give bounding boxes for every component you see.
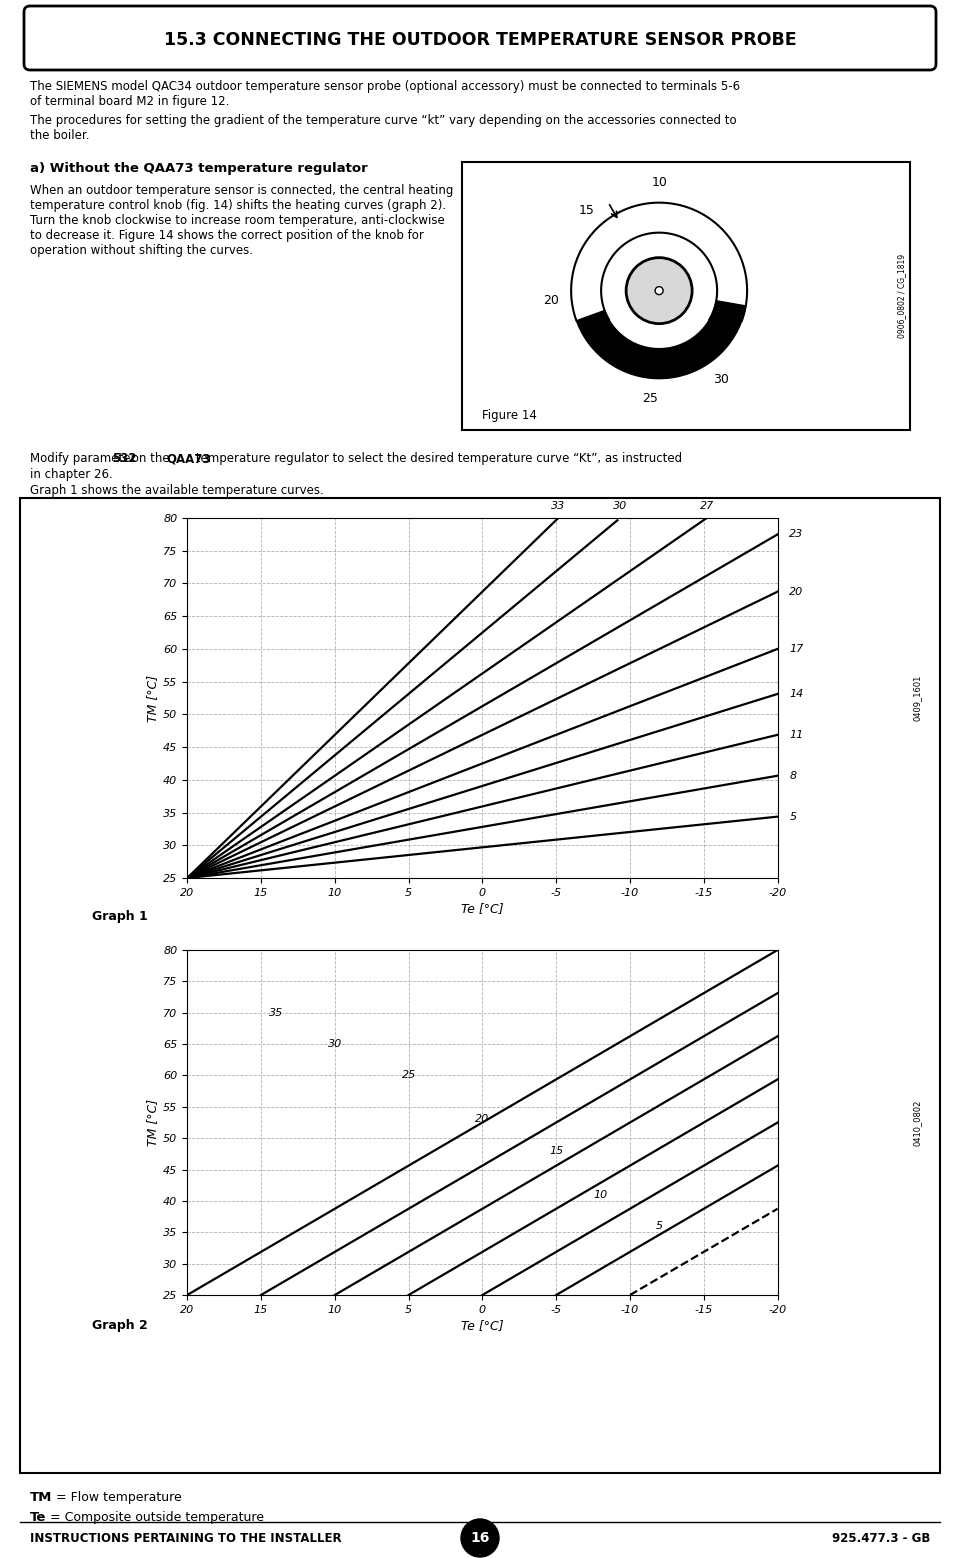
Text: Graph 1: Graph 1 bbox=[92, 910, 148, 922]
X-axis label: Te [°C]: Te [°C] bbox=[461, 902, 504, 915]
Text: 35: 35 bbox=[269, 1008, 283, 1017]
Text: 20: 20 bbox=[789, 587, 804, 597]
Text: = Composite outside temperature: = Composite outside temperature bbox=[46, 1511, 264, 1524]
Text: The procedures for setting the gradient of the temperature curve “kt” vary depen: The procedures for setting the gradient … bbox=[30, 114, 736, 142]
Text: 5: 5 bbox=[656, 1221, 663, 1231]
Text: 15: 15 bbox=[549, 1145, 564, 1156]
Text: 25: 25 bbox=[642, 391, 658, 405]
Text: 0906_0802 / CG_1819: 0906_0802 / CG_1819 bbox=[898, 254, 906, 338]
Text: on the: on the bbox=[128, 452, 173, 464]
Text: 30: 30 bbox=[613, 502, 627, 511]
FancyBboxPatch shape bbox=[20, 499, 940, 1472]
Y-axis label: TM [°C]: TM [°C] bbox=[146, 1098, 159, 1147]
Text: 5: 5 bbox=[789, 812, 797, 821]
Text: 0410_0802: 0410_0802 bbox=[912, 1100, 922, 1145]
Y-axis label: TM [°C]: TM [°C] bbox=[146, 675, 159, 721]
Text: QAA73: QAA73 bbox=[166, 452, 211, 464]
X-axis label: Te [°C]: Te [°C] bbox=[461, 1320, 504, 1332]
Text: 14: 14 bbox=[789, 689, 804, 700]
Text: 11: 11 bbox=[789, 729, 804, 740]
Text: temperature regulator to select the desired temperature curve “Kt”, as instructe: temperature regulator to select the desi… bbox=[192, 452, 683, 464]
Text: 20: 20 bbox=[543, 293, 560, 307]
Text: Graph 2: Graph 2 bbox=[92, 1318, 148, 1332]
Text: 33: 33 bbox=[551, 502, 565, 511]
Text: 532: 532 bbox=[112, 452, 137, 464]
Text: TM: TM bbox=[30, 1491, 53, 1503]
Text: 20: 20 bbox=[475, 1114, 490, 1125]
Circle shape bbox=[655, 287, 663, 294]
Text: Graph 1 shows the available temperature curves.: Graph 1 shows the available temperature … bbox=[30, 485, 324, 497]
Text: 30: 30 bbox=[713, 372, 729, 386]
Text: 17: 17 bbox=[789, 643, 804, 654]
Text: Figure 14: Figure 14 bbox=[482, 408, 537, 422]
Text: 10: 10 bbox=[593, 1190, 608, 1200]
Text: a) Without the QAA73 temperature regulator: a) Without the QAA73 temperature regulat… bbox=[30, 162, 368, 174]
Text: 8: 8 bbox=[789, 771, 797, 781]
Text: 25: 25 bbox=[401, 1070, 416, 1080]
Circle shape bbox=[461, 1519, 499, 1556]
Circle shape bbox=[626, 257, 692, 324]
Text: Te: Te bbox=[30, 1511, 46, 1524]
Text: = Flow temperature: = Flow temperature bbox=[52, 1491, 181, 1503]
Text: 23: 23 bbox=[789, 530, 804, 539]
Text: INSTRUCTIONS PERTAINING TO THE INSTALLER: INSTRUCTIONS PERTAINING TO THE INSTALLER bbox=[30, 1532, 342, 1544]
Text: 27: 27 bbox=[700, 502, 714, 511]
Text: 30: 30 bbox=[327, 1039, 342, 1049]
Text: 10: 10 bbox=[651, 176, 667, 189]
Text: When an outdoor temperature sensor is connected, the central heating
temperature: When an outdoor temperature sensor is co… bbox=[30, 184, 453, 257]
Text: 15: 15 bbox=[579, 204, 595, 217]
Text: 15.3 CONNECTING THE OUTDOOR TEMPERATURE SENSOR PROBE: 15.3 CONNECTING THE OUTDOOR TEMPERATURE … bbox=[164, 31, 796, 48]
FancyBboxPatch shape bbox=[462, 162, 910, 430]
FancyBboxPatch shape bbox=[24, 6, 936, 70]
Text: The SIEMENS model QAC34 outdoor temperature sensor probe (optional accessory) mu: The SIEMENS model QAC34 outdoor temperat… bbox=[30, 79, 740, 108]
Text: 16: 16 bbox=[470, 1532, 490, 1546]
Text: 925.477.3 - GB: 925.477.3 - GB bbox=[831, 1532, 930, 1544]
Text: in chapter 26.: in chapter 26. bbox=[30, 467, 112, 481]
Polygon shape bbox=[576, 301, 746, 379]
Text: 0409_1601: 0409_1601 bbox=[912, 675, 922, 721]
Text: Modify parameter: Modify parameter bbox=[30, 452, 139, 464]
